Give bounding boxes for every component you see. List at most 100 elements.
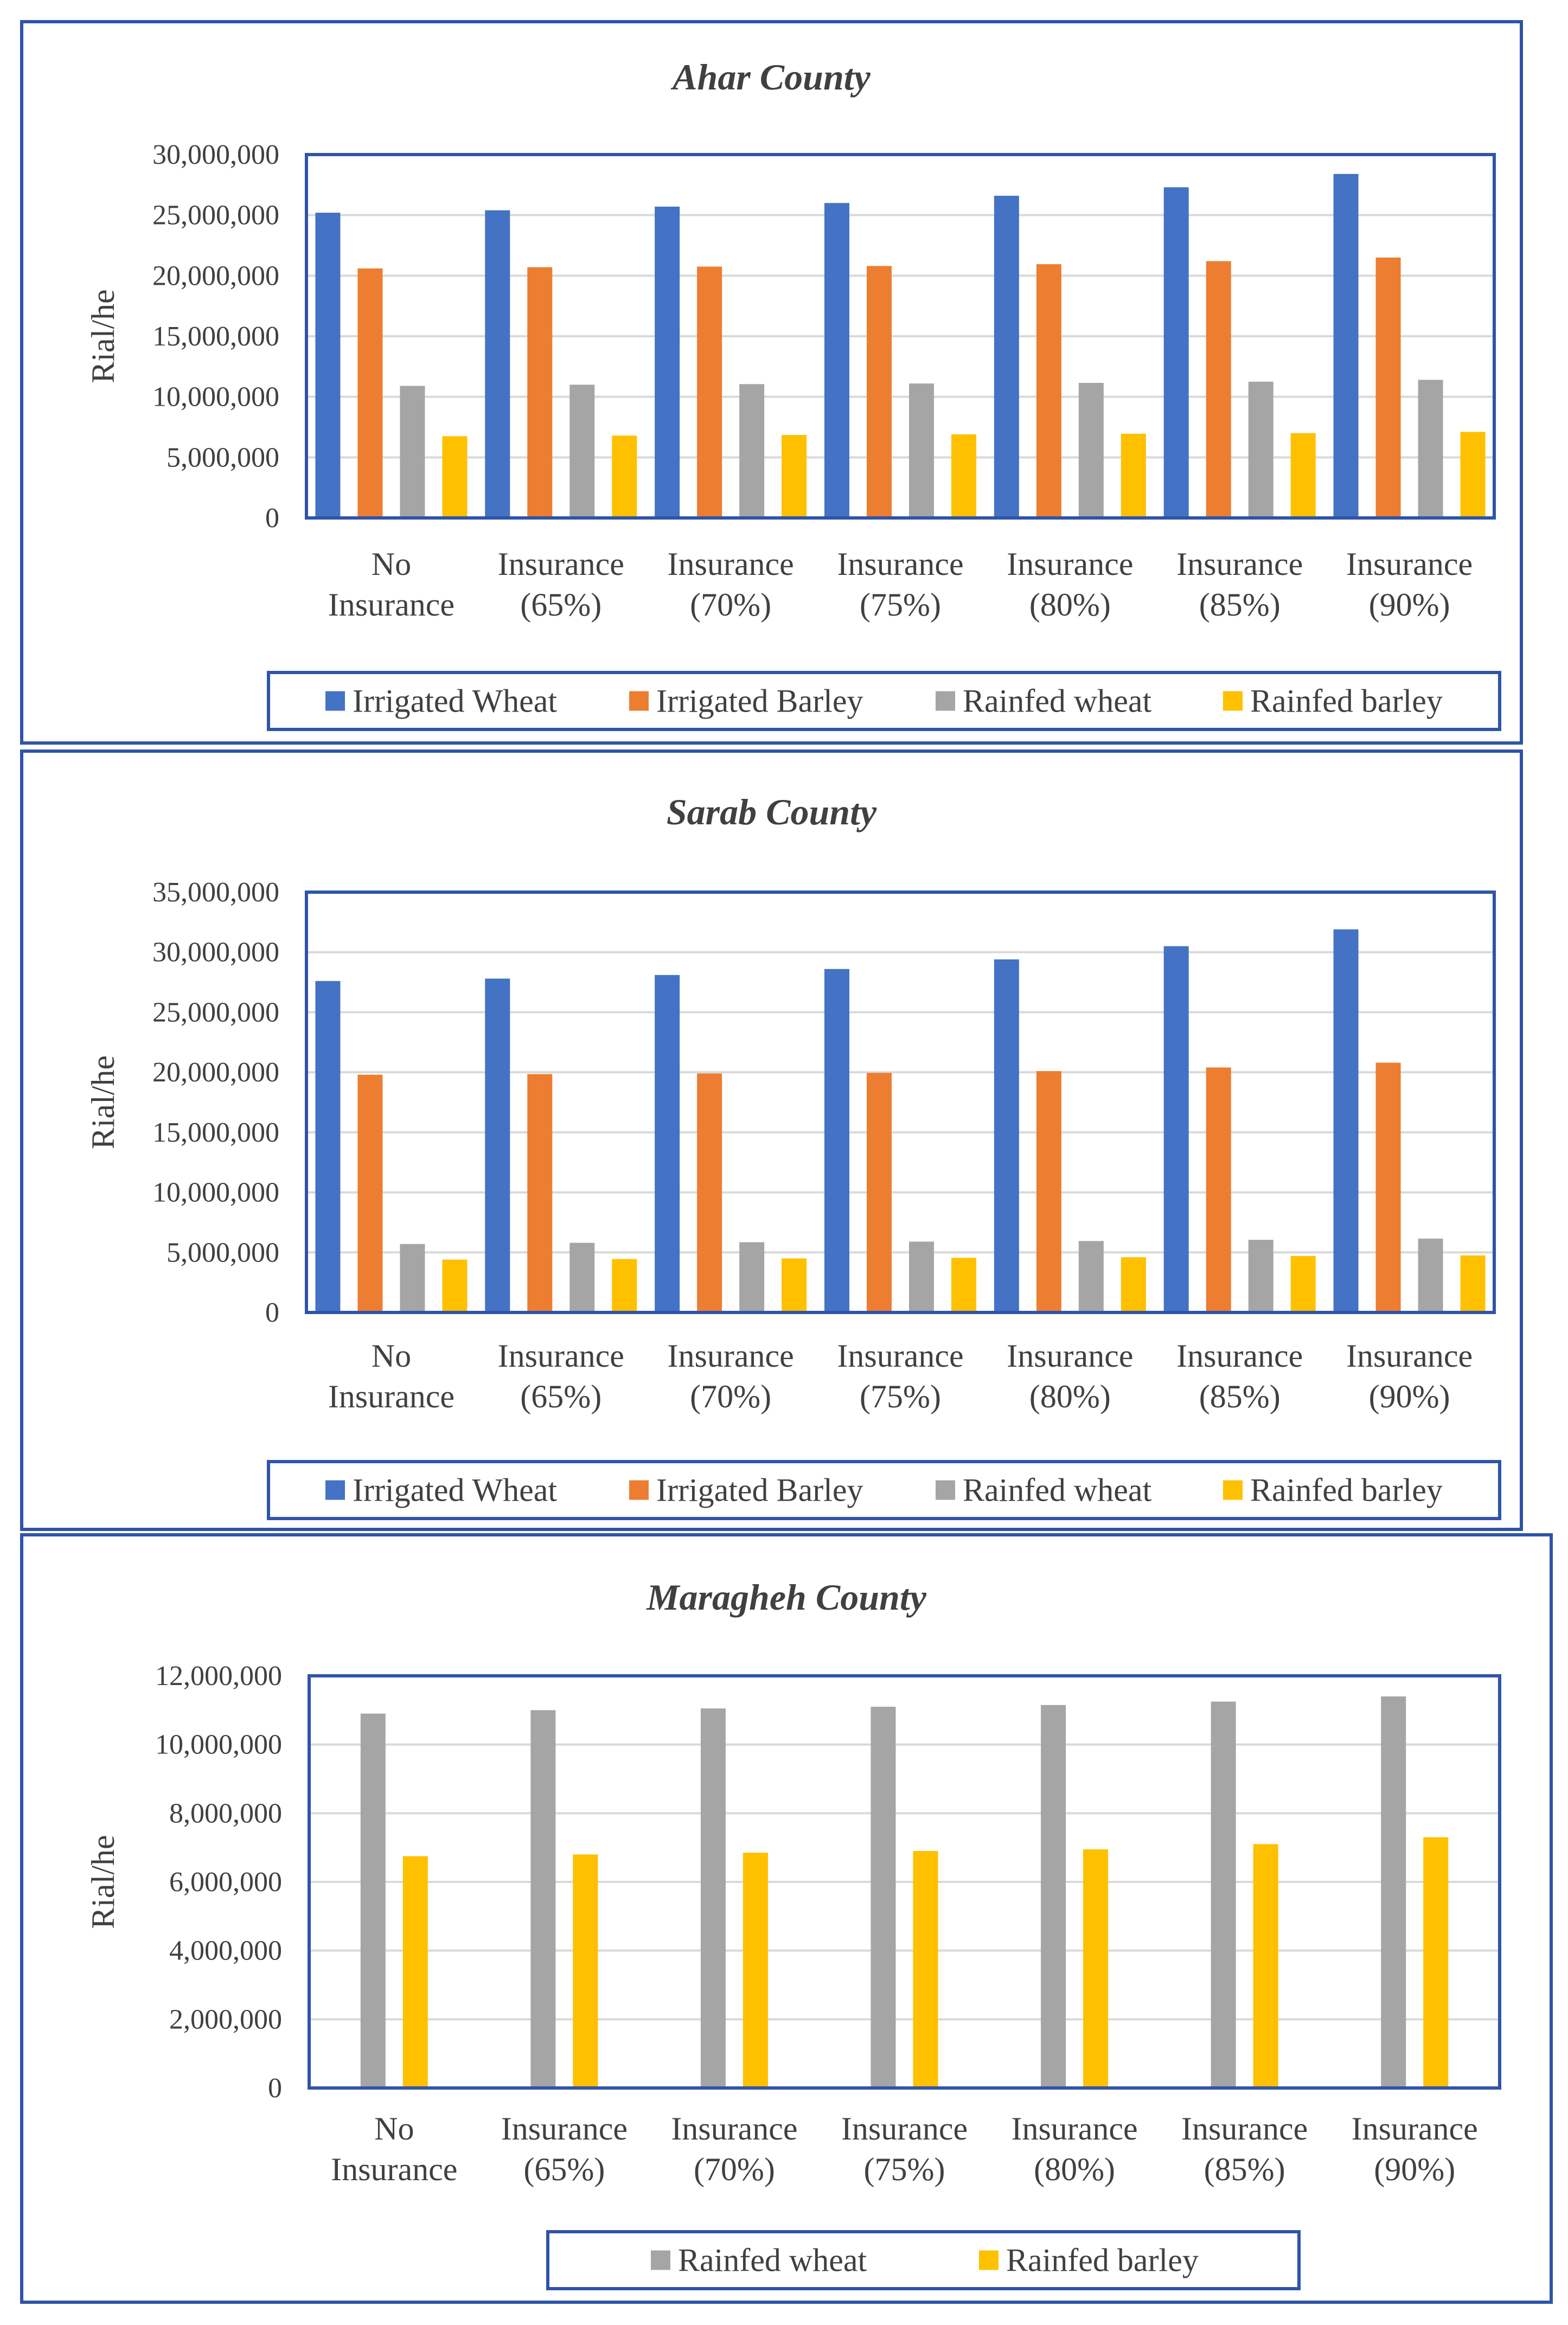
y-axis-label: Rial/he: [85, 1835, 121, 1929]
y-tick-label: 30,000,000: [152, 937, 279, 968]
bar-rainfed-wheat: [1381, 1696, 1406, 2088]
x-tick-label: Insurance (90%): [1346, 546, 1473, 623]
bar-irrigated-barley: [357, 1074, 383, 1312]
y-tick-label: 4,000,000: [169, 1936, 282, 1967]
legend-swatch: [936, 691, 955, 711]
bar-rainfed-barley: [1121, 1257, 1146, 1312]
plot-frame: [305, 153, 1496, 520]
bar-rainfed-wheat: [530, 1710, 556, 2088]
bar-rainfed-barley: [1460, 432, 1486, 518]
x-tick-label: Insurance (75%): [841, 2111, 968, 2187]
bar-rainfed-wheat: [700, 1708, 726, 2088]
bar-rainfed-barley: [782, 435, 807, 518]
bar-irrigated-wheat: [315, 981, 341, 1312]
bar-irrigated-barley: [1375, 257, 1401, 518]
x-tick-label: Insurance (70%): [671, 2111, 797, 2187]
legend-swatch: [651, 2250, 670, 2270]
legend-swatch: [629, 691, 649, 711]
bar-irrigated-wheat: [824, 969, 849, 1312]
legend-swatch: [629, 1480, 649, 1500]
bar-rainfed-barley: [1253, 1844, 1278, 2088]
y-tick-label: 30,000,000: [152, 139, 279, 170]
y-tick-label: 10,000,000: [155, 1730, 282, 1760]
bar-rainfed-wheat: [909, 383, 934, 518]
legend-frame: [546, 2230, 1301, 2290]
bar-rainfed-wheat: [400, 1244, 425, 1312]
y-tick-label: 25,000,000: [152, 200, 279, 231]
x-tick-label: Insurance (90%): [1352, 2111, 1478, 2187]
bar-irrigated-wheat: [1333, 174, 1359, 518]
x-tick-label: Insurance (85%): [1181, 2111, 1308, 2187]
bar-irrigated-wheat: [1163, 946, 1189, 1312]
legend-label: Irrigated Barley: [656, 1472, 863, 1508]
legend-label: Irrigated Wheat: [353, 1472, 557, 1508]
bar-rainfed-barley: [573, 1854, 598, 2088]
bar-rainfed-barley: [1290, 433, 1316, 518]
y-tick-label: 0: [265, 1297, 279, 1328]
bar-rainfed-barley: [1083, 1849, 1109, 2088]
bar-rainfed-barley: [951, 1258, 976, 1312]
y-tick-label: 25,000,000: [152, 997, 279, 1028]
y-tick-label: 10,000,000: [152, 382, 279, 413]
y-axis-label: Rial/he: [85, 1055, 121, 1149]
legend-label: Rainfed wheat: [678, 2243, 867, 2278]
y-tick-label: 2,000,000: [169, 2004, 282, 2035]
bar-rainfed-wheat: [1418, 1238, 1443, 1312]
chart-panel-3: Maragheh County 0 2,000,000 4,000,000 6,000,…: [20, 1533, 1553, 2304]
bar-rainfed-wheat: [739, 384, 765, 518]
bar-irrigated-barley: [697, 266, 722, 518]
y-tick-label: 20,000,000: [152, 260, 279, 291]
bar-rainfed-barley: [612, 1259, 637, 1312]
x-tick-label: Insurance (80%): [1011, 2111, 1137, 2187]
bar-rainfed-barley: [913, 1851, 938, 2088]
bar-rainfed-wheat: [400, 386, 425, 518]
bar-rainfed-barley: [442, 436, 468, 518]
chart-panel-1: Ahar County 0 5,000,000 10,000,000 15,000,00…: [20, 20, 1523, 745]
chart-title: Maragheh County: [646, 1577, 927, 1618]
bar-rainfed-wheat: [1078, 1241, 1104, 1312]
x-tick-label: Insurance (70%): [668, 1338, 794, 1414]
x-tick-label: No Insurance: [331, 2111, 457, 2187]
bar-irrigated-barley: [1375, 1062, 1401, 1312]
x-tick-label: Insurance (75%): [837, 1338, 963, 1414]
x-tick-label: Insurance (85%): [1176, 546, 1303, 623]
y-tick-label: 10,000,000: [152, 1177, 279, 1208]
bar-rainfed-wheat: [1418, 380, 1443, 518]
bar-irrigated-barley: [697, 1073, 722, 1312]
x-tick-label: Insurance (85%): [1176, 1338, 1303, 1414]
panel-frame: [20, 750, 1523, 1531]
legend-swatch: [1223, 691, 1243, 711]
bar-rainfed-wheat: [739, 1242, 765, 1312]
legend: Irrigated Wheat Irrigated Barley Rainfed w…: [267, 1460, 1501, 1520]
bar-rainfed-barley: [1290, 1256, 1316, 1312]
plot-frame: [305, 891, 1496, 1314]
x-tick-label: Insurance (75%): [837, 546, 963, 623]
bar-irrigated-wheat: [1333, 929, 1359, 1312]
y-axis-label: Rial/he: [85, 289, 121, 383]
bar-rainfed-barley: [951, 434, 976, 518]
y-tick-label: 8,000,000: [169, 1798, 282, 1829]
bar-rainfed-barley: [442, 1259, 468, 1312]
bar-irrigated-wheat: [994, 959, 1019, 1312]
bar-irrigated-wheat: [315, 213, 341, 518]
legend-label: Rainfed barley: [1006, 2243, 1199, 2278]
bar-rainfed-wheat: [569, 385, 595, 518]
bar-rainfed-wheat: [1041, 1705, 1066, 2088]
plot-frame: [308, 1674, 1501, 2090]
bar-irrigated-wheat: [1163, 187, 1189, 518]
bar-rainfed-wheat: [909, 1241, 934, 1312]
bar-irrigated-wheat: [824, 203, 849, 518]
legend-frame: [267, 671, 1501, 731]
bar-rainfed-wheat: [1078, 382, 1104, 518]
bar-rainfed-wheat: [1248, 381, 1273, 518]
bar-rainfed-barley: [1121, 433, 1146, 518]
legend-swatch: [979, 2250, 999, 2270]
bar-irrigated-wheat: [485, 210, 510, 518]
legend-label: Rainfed barley: [1250, 683, 1443, 719]
legend-label: Rainfed barley: [1250, 1472, 1443, 1508]
legend-label: Irrigated Barley: [656, 683, 863, 719]
bar-rainfed-wheat: [569, 1242, 595, 1312]
legend-frame: [267, 1460, 1501, 1520]
bar-irrigated-barley: [527, 267, 553, 518]
